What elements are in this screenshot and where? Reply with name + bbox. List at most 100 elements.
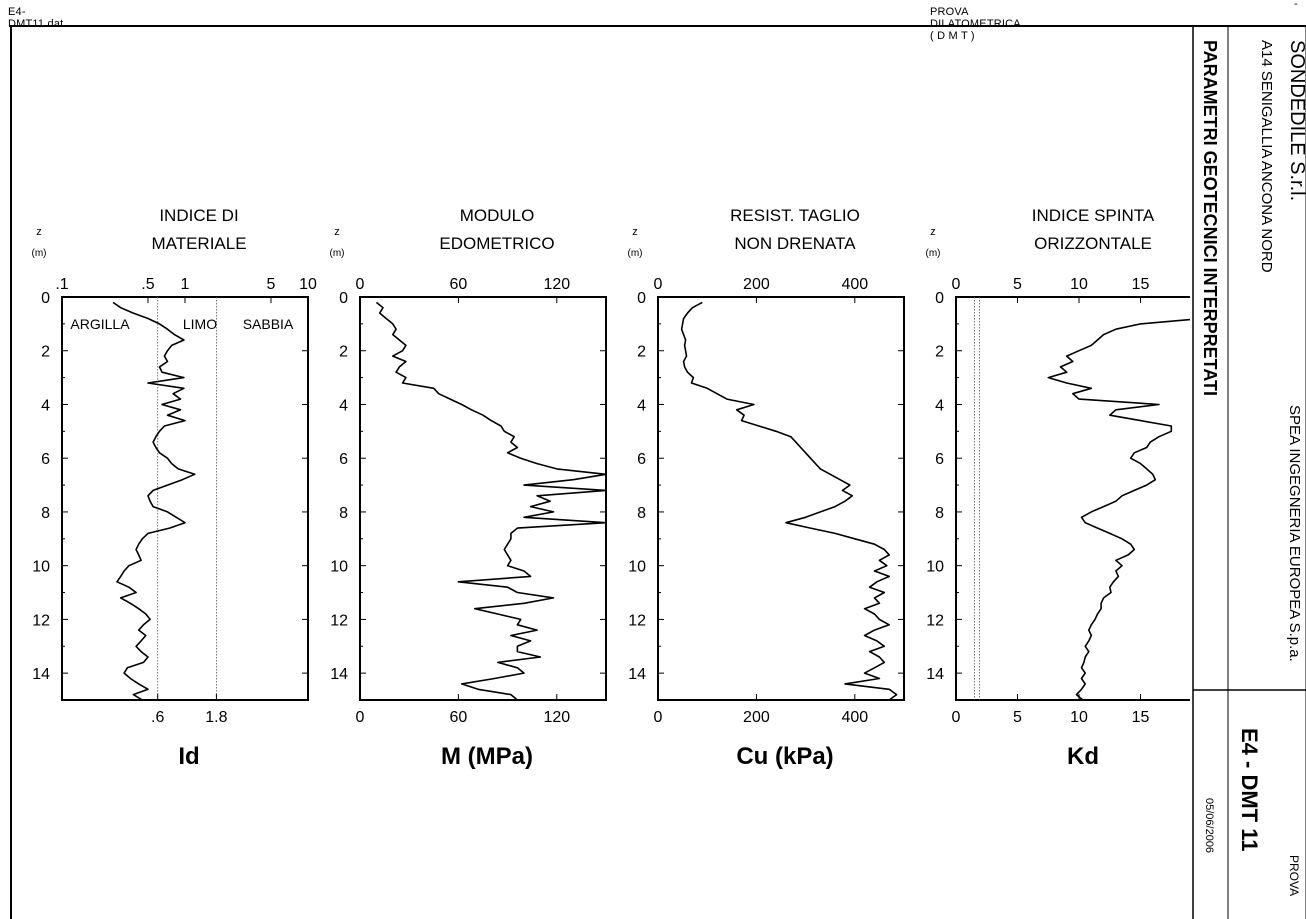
panel-3-y-tick-label: 10 [628,559,646,576]
panel-3-title-line: RESIST. TAGLIO [730,206,860,225]
panel-1-x-top-tick-label: .5 [141,276,154,293]
panel-4-y-tick-label: 10 [926,559,944,576]
panel-4-series-line [1047,318,1190,701]
panel-3-x-bottom-tick-label: 400 [841,709,868,726]
panel-4-y-tick-label: 2 [935,344,944,361]
panel-4-x-bottom-tick-label: 10 [1070,709,1088,726]
panel-4-y-tick-label: 6 [935,451,944,468]
section-title: PARAMETRI GEOTECNICI INTERPRETATI [1200,40,1220,397]
panel-2-y-tick-label: 12 [330,612,348,629]
panel-2-title-line: EDOMETRICO [439,234,554,253]
panel-1-x-axis-label: Id [178,743,199,770]
panel-3-y-tick-label: 0 [637,290,646,307]
panel-4-title-line: ORIZZONTALE [1034,234,1152,253]
panel-1-title-line: MATERIALE [151,234,246,253]
panel-4-z-label: z [930,226,936,238]
panel-4-y-tick-label: 4 [935,397,944,414]
panel-4-y-tick-label: 14 [926,666,944,683]
panel-2-y-tick-label: 8 [339,505,348,522]
panel-4-x-top-tick-label: 0 [952,276,961,293]
panel-1-x-top-tick-label: 1 [181,276,190,293]
panel-3-x-top-tick-label: 200 [743,276,770,293]
test-date: 05/06/2006 [1203,798,1215,854]
panel-1-series-line [112,301,196,701]
panel-2-y-tick-label: 2 [339,344,348,361]
panel-3-x-top-tick-label: 0 [654,276,663,293]
panel-3-y-tick-label: 4 [637,397,646,414]
panel-4-y-tick-label: 0 [935,290,944,307]
panel-2-z-unit-label: (m) [330,248,345,259]
panel-2-x-top-tick-label: 120 [543,276,570,293]
panel-2-y-tick-label: 6 [339,451,348,468]
panel-4-x-bottom-tick-label: 15 [1132,709,1150,726]
outer-border [10,25,1306,919]
panel-4-y-tick-label: 12 [926,612,944,629]
panel-2-series-line [375,301,607,701]
panel-1-x-top-tick-label: 5 [267,276,276,293]
panel-1-title-line: INDICE DI [159,206,238,225]
panel-3-plot-frame [657,296,905,701]
panel-2-y-tick-label: 0 [339,290,348,307]
panel-2-x-top-tick-label: 60 [450,276,468,293]
panel-2-x-top-tick-label: 0 [356,276,365,293]
panel-3-z-label: z [632,226,638,238]
panel-1-x-bottom-tick-label: 1.8 [205,709,227,726]
panel-2-y-tick-label: 4 [339,397,348,414]
panel-4-x-bottom-tick-label: 0 [952,709,961,726]
panel-3-y-tick-label: 14 [628,666,646,683]
panel-1-zone-label: ARGILLA [70,316,130,332]
panel-2-x-bottom-tick-label: 0 [356,709,365,726]
panel-4-x-top-tick-label: 5 [1013,276,1022,293]
panel-1-y-tick-label: 4 [41,397,50,414]
panel-3-x-bottom-tick-label: 200 [743,709,770,726]
panel-2-x-bottom-tick-label: 120 [543,709,570,726]
panel-1-zone-label: SABBIA [243,316,294,332]
panel-1-y-tick-label: 0 [41,290,50,307]
panel-1-z-label: z [36,226,42,238]
panel-3-x-axis-label: Cu (kPa) [736,743,833,770]
panel-2-y-tick-label: 10 [330,559,348,576]
client-name: SPEA INGEGNERIA EUROPEA S.p.a. [1286,405,1303,662]
prova-label: PROVA [1287,855,1301,897]
panel-2-plot-frame [359,296,607,701]
test-id: E4 - DMT 11 [1237,728,1262,852]
panel-3-y-tick-label: 2 [637,344,646,361]
panel-3-z-unit-label: (m) [628,248,643,259]
panel-1-x-top-tick-label: .1 [55,276,68,293]
panel-1-y-tick-label: 8 [41,505,50,522]
panel-1-y-tick-label: 14 [32,666,50,683]
panel-3-title-line: NON DRENATA [734,234,856,253]
panel-2-x-bottom-tick-label: 60 [450,709,468,726]
panel-4-x-top-tick-label: 15 [1132,276,1150,293]
panel-2-title-line: MODULO [460,206,535,225]
panel-2-x-axis-label: M (MPa) [441,743,533,770]
panel-4-x-bottom-tick-label: 5 [1013,709,1022,726]
panel-4-z-unit-label: (m) [926,248,941,259]
panel-4-x-axis-label: Kd [1067,743,1099,770]
panel-4-x-top-tick-label: 10 [1070,276,1088,293]
panel-4-plot-frame [955,296,1190,701]
panel-3-y-tick-label: 6 [637,451,646,468]
panel-1-y-tick-label: 10 [32,559,50,576]
panel-1-z-unit-label: (m) [32,248,47,259]
panel-3-series-line [680,301,898,701]
panel-1-x-bottom-tick-label: .6 [151,709,164,726]
panel-2-y-tick-label: 14 [330,666,348,683]
panel-1-zone-label: LIMO [183,316,217,332]
panel-3-x-bottom-tick-label: 0 [654,709,663,726]
panel-3-y-tick-label: 8 [637,505,646,522]
corner-mark: - [1294,0,1298,10]
panel-4-y-tick-label: 8 [935,505,944,522]
panel-2-z-label: z [334,226,340,238]
panel-4-title-line: INDICE SPINTA [1032,206,1155,225]
panel-1-x-top-tick-label: 10 [299,276,317,293]
panel-1-y-tick-label: 2 [41,344,50,361]
panel-3-y-tick-label: 12 [628,612,646,629]
panel-3-x-top-tick-label: 400 [841,276,868,293]
panel-1-y-tick-label: 12 [32,612,50,629]
company-name: SONDEDILE S.r.l. [1286,40,1306,202]
panel-1-y-tick-label: 6 [41,451,50,468]
panel-1-plot-frame [61,296,309,701]
